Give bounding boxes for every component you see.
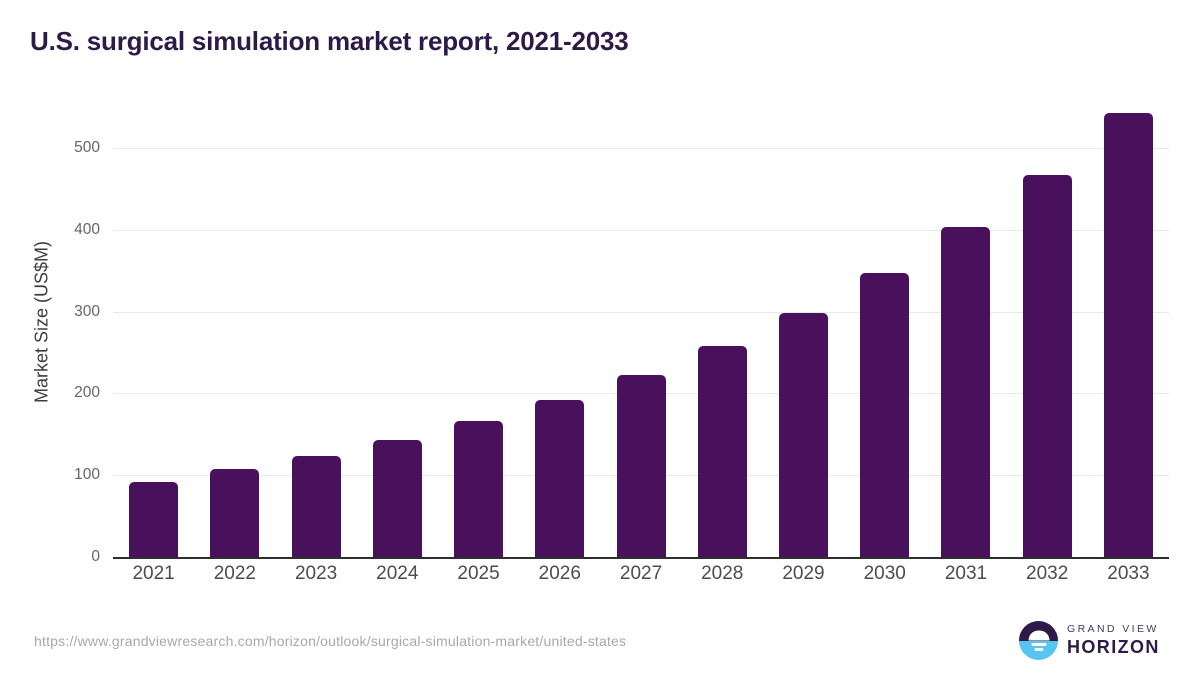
bar-2033 (1103, 113, 1153, 557)
y-tick-label-100: 100 (74, 466, 100, 484)
bar-2032 (1022, 175, 1072, 557)
logo-product-name: HORIZON (1067, 637, 1160, 657)
logo-text: GRAND VIEW HORIZON (1067, 623, 1160, 658)
x-tick-label-2023: 2023 (294, 563, 338, 584)
bar-2024 (372, 440, 422, 557)
x-tick-label-2021: 2021 (132, 563, 175, 584)
icon-reflection-line-1 (1031, 643, 1046, 646)
y-tick-label-300: 300 (74, 302, 100, 320)
icon-sun-dome (1028, 630, 1049, 641)
bar-2029 (778, 312, 828, 557)
x-tick-label-2030: 2030 (863, 563, 906, 584)
chart-title: U.S. surgical simulation market report, … (30, 26, 629, 56)
bar-2022 (210, 468, 260, 557)
bar-2023 (291, 456, 341, 557)
y-tick-label-200: 200 (74, 384, 100, 402)
y-tick-label-400: 400 (74, 220, 100, 238)
x-tick-label-2026: 2026 (538, 563, 581, 584)
y-tick-label-500: 500 (74, 139, 100, 157)
gridline-300 (113, 311, 1169, 313)
x-tick-label-2029: 2029 (782, 563, 825, 584)
bar-2025 (454, 421, 504, 557)
x-tick-label-2028: 2028 (701, 563, 744, 584)
x-axis-labels: 2021 2022 2023 2024 2025 2026 2027 2028 2029 2030… (113, 563, 1169, 585)
y-tick-label-0: 0 (91, 548, 100, 565)
bar-2026 (535, 400, 585, 557)
gridline-500 (113, 148, 1169, 150)
x-tick-label-2024: 2024 (376, 563, 419, 584)
bar-2021 (129, 481, 179, 557)
logo-brand-name: GRAND VIEW (1067, 623, 1159, 635)
grand-view-horizon-logo: GRAND VIEW HORIZON (1019, 621, 1160, 660)
plot-area: 0 100 200 300 400 500 (74, 95, 1169, 565)
icon-reflection-line-2 (1034, 648, 1043, 651)
x-tick-label-2025: 2025 (457, 563, 500, 584)
bar-2027 (616, 375, 666, 557)
sunrise-horizon-icon (1019, 621, 1058, 660)
x-tick-label-2022: 2022 (213, 563, 256, 584)
source-url: https://www.grandviewresearch.com/horizo… (34, 633, 627, 649)
y-axis-title: Market Size (US$M) (31, 240, 52, 404)
bar-2030 (860, 273, 910, 557)
x-tick-label-2032: 2032 (1026, 563, 1069, 584)
x-tick-label-2033: 2033 (1107, 563, 1150, 584)
gridline-400 (113, 229, 1169, 231)
x-tick-label-2027: 2027 (619, 563, 663, 584)
x-tick-label-2031: 2031 (944, 563, 988, 584)
bar-2028 (697, 346, 747, 557)
bar-2031 (941, 227, 991, 557)
